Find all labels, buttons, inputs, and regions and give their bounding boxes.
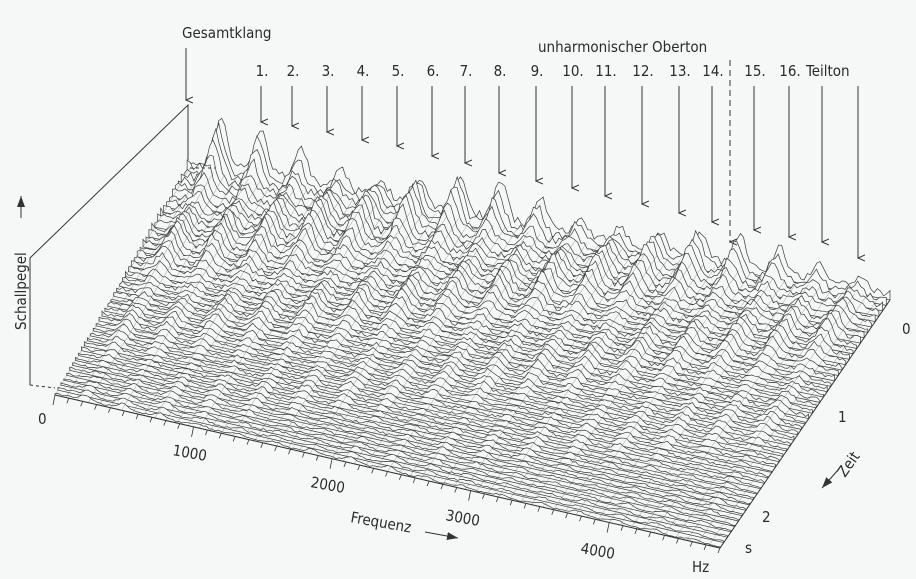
partial-label: 11. <box>595 62 616 80</box>
partial-label: 9. <box>531 62 544 80</box>
partial-label: 10. <box>562 62 583 80</box>
partial-label: 16. <box>779 62 800 80</box>
partial-label: 15. <box>744 62 765 80</box>
inharmonic-label: unharmonischer Oberton <box>538 38 707 56</box>
figure: 1. 2. 3. 4. 5. 6. 7. 8. 9. 10. 11. 12. 13. 14. 15. 16. T… <box>0 0 916 579</box>
partial-label: 14. <box>702 62 723 80</box>
partial-label: 12. <box>632 62 653 80</box>
partial-label: 7. <box>460 62 473 80</box>
partial-suffix: Teilton <box>805 62 850 80</box>
partial-label: 8. <box>494 62 507 80</box>
time-tick-label: 2 <box>762 508 771 526</box>
frequency-tick-label: 0 <box>38 410 47 428</box>
partial-label: 4. <box>357 62 370 80</box>
frequency-unit: Hz <box>692 558 709 576</box>
time-tick-label: 1 <box>838 408 847 426</box>
overall-label: Gesamtklang <box>182 24 271 42</box>
level-axis-label: Schallpegel <box>12 252 30 330</box>
partial-label: 2. <box>287 62 300 80</box>
partial-label: 6. <box>427 62 440 80</box>
partial-label: 3. <box>322 62 335 80</box>
partial-label: 5. <box>392 62 405 80</box>
time-tick-label: 0 <box>902 320 911 338</box>
partial-label: 13. <box>669 62 690 80</box>
time-unit: s <box>745 539 752 557</box>
partial-label: 1. <box>256 62 269 80</box>
